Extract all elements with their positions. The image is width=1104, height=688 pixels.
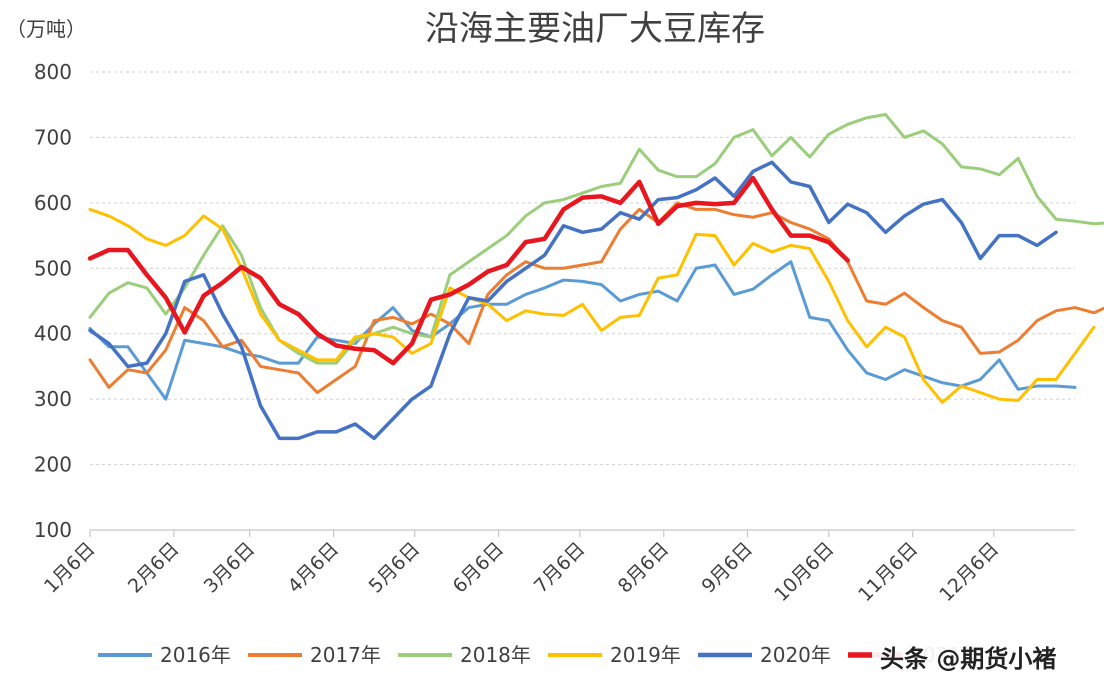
series-lines bbox=[87, 113, 1104, 441]
x-tick-label: 2月6日 bbox=[124, 538, 184, 598]
series-line-2021年 bbox=[87, 175, 850, 366]
watermark: 头条 @期货小褚 bbox=[872, 640, 1094, 678]
chart-title: 沿海主要油厂大豆库存 bbox=[425, 9, 765, 49]
x-tick-label: 7月6日 bbox=[530, 538, 590, 598]
watermark-text: 头条 @期货小褚 bbox=[880, 645, 1056, 673]
x-tick-label: 10月6日 bbox=[770, 538, 838, 606]
legend-label: 2019年 bbox=[610, 643, 681, 667]
x-axis-ticks: 1月6日 2月6日 3月6日 4月6日 5月6日 6月6日 7月6日 8月6日 9月6日 10月6… bbox=[40, 530, 1003, 606]
series-line-2016年 bbox=[88, 260, 1077, 401]
y-tick-label: 500 bbox=[34, 256, 72, 280]
series-line-2018年 bbox=[88, 113, 1104, 365]
y-tick-label: 600 bbox=[34, 191, 72, 215]
x-tick-label: 4月6日 bbox=[284, 538, 344, 598]
y-tick-label: 300 bbox=[34, 387, 72, 411]
y-tick-label: 400 bbox=[34, 322, 72, 346]
y-axis-ticks: 100 200 300 400 500 600 700 800 bbox=[34, 60, 72, 542]
x-tick-label: 5月6日 bbox=[365, 538, 425, 598]
series-line-2017年 bbox=[88, 201, 1104, 395]
series-line-2019年 bbox=[88, 207, 1096, 404]
x-tick-label: 6月6日 bbox=[449, 538, 509, 598]
y-tick-label: 100 bbox=[34, 518, 72, 542]
y-tick-label: 700 bbox=[34, 125, 72, 149]
x-tick-label: 1月6日 bbox=[40, 538, 100, 598]
x-tick-label: 9月6日 bbox=[697, 538, 757, 598]
x-tick-label: 3月6日 bbox=[200, 538, 260, 598]
y-tick-label: 800 bbox=[34, 60, 72, 84]
x-tick-label: 12月6日 bbox=[935, 538, 1003, 606]
y-tick-label: 200 bbox=[34, 453, 72, 477]
legend-label: 2016年 bbox=[160, 643, 231, 667]
grid-lines bbox=[90, 71, 1075, 531]
x-tick-label: 11月6日 bbox=[854, 538, 922, 606]
unit-label: （万吨） bbox=[6, 17, 86, 41]
legend-label: 2017年 bbox=[310, 643, 381, 667]
watermark-background bbox=[872, 640, 1094, 678]
legend-label: 2018年 bbox=[460, 643, 531, 667]
legend: 2016年2017年2018年2019年2020年2021年 bbox=[98, 643, 981, 667]
series-line-2020年 bbox=[88, 160, 1058, 441]
x-tick-label: 8月6日 bbox=[614, 538, 674, 598]
legend-label: 2020年 bbox=[760, 643, 831, 667]
